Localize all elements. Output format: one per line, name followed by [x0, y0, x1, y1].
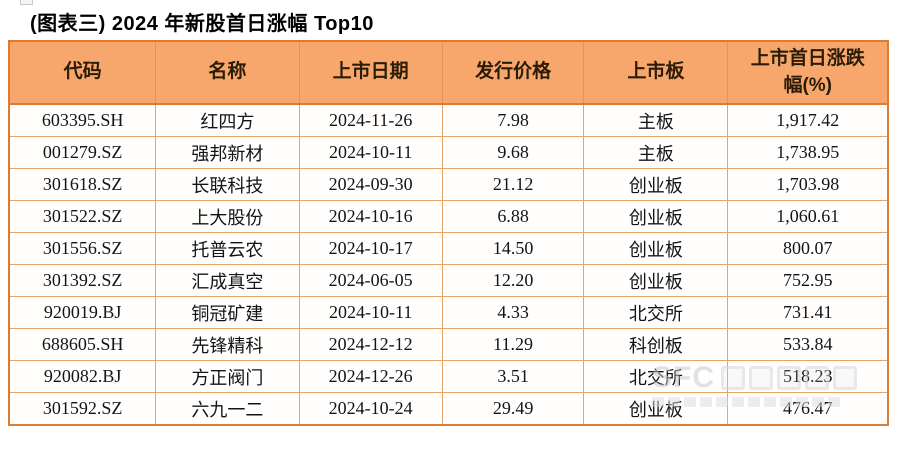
cell-name: 方正阀门: [155, 360, 300, 393]
cell-listing-date: 2024-06-05: [298, 264, 443, 297]
cell-name: 托普云农: [155, 232, 300, 265]
cell-first-day-change: 518.23: [727, 360, 889, 393]
cell-listing-date: 2024-09-30: [298, 168, 443, 201]
table-row: 920082.BJ 方正阀门 2024-12-26 3.51 北交所 518.23: [8, 360, 889, 393]
table-row: 603395.SH 红四方 2024-11-26 7.98 主板 1,917.42: [8, 103, 889, 137]
header-row: 代码 名称 上市日期 发行价格 上市板 上市首日涨跌幅(%): [8, 40, 889, 105]
cell-listing-date: 2024-12-26: [298, 360, 443, 393]
cell-code: 001279.SZ: [8, 136, 157, 169]
cell-first-day-change: 1,738.95: [727, 136, 889, 169]
cell-code: 920082.BJ: [8, 360, 157, 393]
cell-name: 上大股份: [155, 200, 300, 233]
cell-issue-price: 14.50: [441, 232, 585, 265]
ipo-top10-table: 代码 名称 上市日期 发行价格 上市板 上市首日涨跌幅(%) 603395.SH 红四方 20…: [8, 40, 889, 426]
cell-issue-price: 11.29: [441, 328, 585, 361]
cell-listing-date: 2024-11-26: [298, 103, 443, 137]
cell-code: 301618.SZ: [8, 168, 157, 201]
cell-first-day-change: 1,917.42: [727, 103, 889, 137]
cell-issue-price: 7.98: [441, 103, 585, 137]
cell-first-day-change: 731.41: [727, 296, 889, 329]
cell-board: 创业板: [583, 232, 729, 265]
cell-board: 主板: [583, 136, 729, 169]
cell-first-day-change: 533.84: [727, 328, 889, 361]
cell-board: 北交所: [583, 360, 729, 393]
cell-issue-price: 12.20: [441, 264, 585, 297]
cell-issue-price: 3.51: [441, 360, 585, 393]
cell-code: 301556.SZ: [8, 232, 157, 265]
ipo-table-container: 代码 名称 上市日期 发行价格 上市板 上市首日涨跌幅(%) 603395.SH 红四方 20…: [8, 40, 889, 426]
cell-board: 创业板: [583, 392, 729, 426]
cell-board: 创业板: [583, 168, 729, 201]
cell-issue-price: 21.12: [441, 168, 585, 201]
page-title: (图表三) 2024 年新股首日涨幅 Top10: [30, 13, 374, 35]
cell-first-day-change: 1,703.98: [727, 168, 889, 201]
cell-listing-date: 2024-10-16: [298, 200, 443, 233]
cell-issue-price: 4.33: [441, 296, 585, 329]
cell-code: 688605.SH: [8, 328, 157, 361]
table-row: 001279.SZ 强邦新材 2024-10-11 9.68 主板 1,738.95: [8, 136, 889, 169]
cell-name: 长联科技: [155, 168, 300, 201]
cell-name: 六九一二: [155, 392, 300, 426]
cell-issue-price: 29.49: [441, 392, 585, 426]
cell-listing-date: 2024-10-24: [298, 392, 443, 426]
cell-name: 先锋精科: [155, 328, 300, 361]
cell-name: 铜冠矿建: [155, 296, 300, 329]
column-header-board: 上市板: [583, 40, 729, 105]
cell-first-day-change: 752.95: [727, 264, 889, 297]
cell-listing-date: 2024-12-12: [298, 328, 443, 361]
cell-listing-date: 2024-10-11: [298, 136, 443, 169]
cell-board: 北交所: [583, 296, 729, 329]
column-header-listing-date: 上市日期: [298, 40, 443, 105]
cell-board: 科创板: [583, 328, 729, 361]
cell-listing-date: 2024-10-17: [298, 232, 443, 265]
cell-code: 301392.SZ: [8, 264, 157, 297]
cell-board: 创业板: [583, 200, 729, 233]
cell-code: 301592.SZ: [8, 392, 157, 426]
table-row: 301556.SZ 托普云农 2024-10-17 14.50 创业板 800.07: [8, 232, 889, 265]
column-header-issue-price: 发行价格: [441, 40, 585, 105]
cell-first-day-change: 1,060.61: [727, 200, 889, 233]
cell-issue-price: 9.68: [441, 136, 585, 169]
column-header-name: 名称: [155, 40, 300, 105]
table-row: 301392.SZ 汇成真空 2024-06-05 12.20 创业板 752.95: [8, 264, 889, 297]
cell-name: 汇成真空: [155, 264, 300, 297]
column-header-first-day-change: 上市首日涨跌幅(%): [727, 40, 889, 105]
cell-code: 920019.BJ: [8, 296, 157, 329]
table-row: 688605.SH 先锋精科 2024-12-12 11.29 科创板 533.84: [8, 328, 889, 361]
table-row: 920019.BJ 铜冠矿建 2024-10-11 4.33 北交所 731.41: [8, 296, 889, 329]
cell-code: 301522.SZ: [8, 200, 157, 233]
table-row: 301522.SZ 上大股份 2024-10-16 6.88 创业板 1,060.61: [8, 200, 889, 233]
cell-board: 主板: [583, 103, 729, 137]
cell-name: 红四方: [155, 103, 300, 137]
cell-issue-price: 6.88: [441, 200, 585, 233]
cell-code: 603395.SH: [8, 103, 157, 137]
cell-name: 强邦新材: [155, 136, 300, 169]
cell-listing-date: 2024-10-11: [298, 296, 443, 329]
cell-board: 创业板: [583, 264, 729, 297]
column-header-code: 代码: [8, 40, 157, 105]
table-row: 301592.SZ 六九一二 2024-10-24 29.49 创业板 476.47: [8, 392, 889, 426]
cell-first-day-change: 800.07: [727, 232, 889, 265]
screenshot-edge-artifact: [20, 0, 33, 5]
table-body: 603395.SH 红四方 2024-11-26 7.98 主板 1,917.42 0012…: [8, 103, 889, 426]
table-row: 301618.SZ 长联科技 2024-09-30 21.12 创业板 1,703.98: [8, 168, 889, 201]
cell-first-day-change: 476.47: [727, 392, 889, 426]
